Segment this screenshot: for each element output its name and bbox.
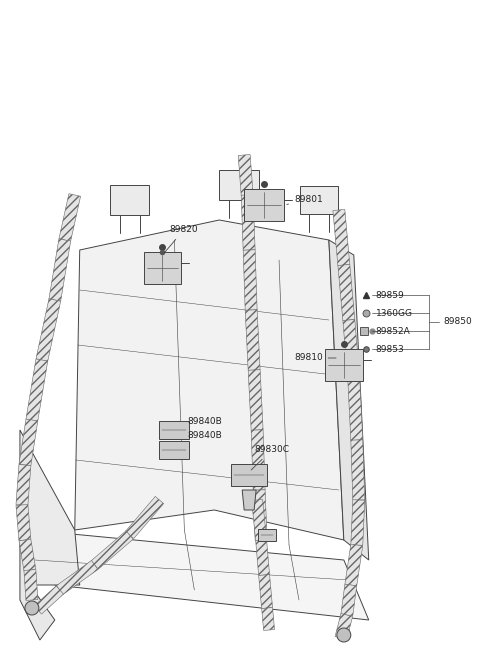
Polygon shape — [241, 195, 255, 250]
Polygon shape — [30, 530, 369, 620]
Polygon shape — [253, 490, 267, 541]
Polygon shape — [259, 575, 273, 609]
Polygon shape — [24, 569, 38, 600]
Polygon shape — [244, 189, 284, 221]
Polygon shape — [242, 490, 256, 510]
Polygon shape — [16, 464, 31, 506]
Polygon shape — [338, 264, 355, 321]
Text: 89810: 89810 — [294, 354, 336, 363]
Polygon shape — [109, 185, 149, 215]
Polygon shape — [219, 170, 259, 200]
Polygon shape — [243, 250, 257, 310]
Polygon shape — [333, 209, 350, 266]
Polygon shape — [341, 584, 357, 616]
Polygon shape — [251, 430, 265, 490]
Text: 89850: 89850 — [444, 318, 472, 327]
Polygon shape — [345, 544, 363, 586]
Polygon shape — [258, 529, 276, 541]
Polygon shape — [144, 252, 181, 284]
Text: 89801: 89801 — [287, 195, 323, 205]
Text: 89830C: 89830C — [251, 445, 289, 470]
Polygon shape — [252, 499, 266, 541]
Polygon shape — [335, 613, 353, 640]
Circle shape — [337, 628, 351, 642]
Polygon shape — [57, 560, 98, 594]
Text: 89840B: 89840B — [187, 417, 222, 426]
Polygon shape — [325, 349, 363, 381]
Polygon shape — [36, 298, 60, 361]
Polygon shape — [231, 464, 267, 486]
Polygon shape — [329, 240, 369, 560]
Polygon shape — [19, 419, 38, 466]
Polygon shape — [262, 607, 275, 630]
Polygon shape — [159, 441, 189, 459]
Polygon shape — [238, 155, 253, 195]
Polygon shape — [91, 531, 133, 569]
Polygon shape — [59, 194, 81, 241]
Polygon shape — [26, 359, 48, 421]
Text: 1360GG: 1360GG — [376, 308, 413, 318]
Polygon shape — [348, 380, 363, 440]
Polygon shape — [351, 500, 365, 545]
Polygon shape — [20, 430, 80, 585]
Polygon shape — [49, 239, 71, 301]
Text: 89820: 89820 — [164, 226, 198, 253]
Polygon shape — [125, 497, 164, 539]
Circle shape — [25, 601, 39, 615]
Polygon shape — [75, 220, 344, 540]
Text: 89853: 89853 — [376, 344, 405, 354]
Polygon shape — [19, 539, 36, 571]
Polygon shape — [245, 310, 260, 370]
Text: 89840B: 89840B — [187, 432, 222, 440]
Polygon shape — [343, 319, 360, 380]
Polygon shape — [248, 370, 263, 430]
Polygon shape — [256, 539, 270, 575]
Polygon shape — [20, 480, 55, 640]
Polygon shape — [351, 440, 365, 500]
Text: 89852A: 89852A — [376, 327, 410, 335]
Polygon shape — [159, 421, 189, 439]
Polygon shape — [16, 504, 31, 541]
Polygon shape — [300, 186, 338, 214]
Text: 89859: 89859 — [376, 291, 405, 300]
Polygon shape — [34, 586, 63, 614]
